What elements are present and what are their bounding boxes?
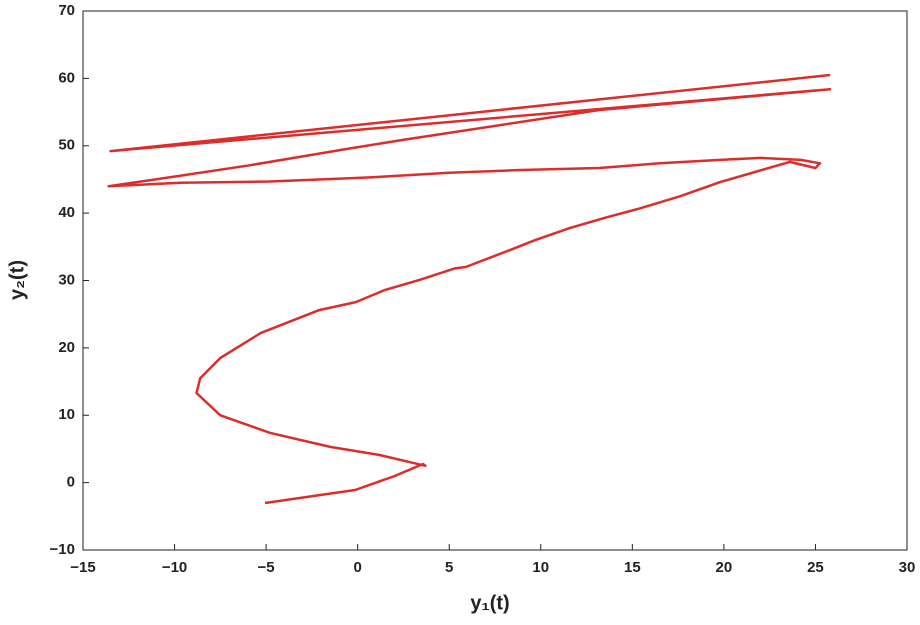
y-tick-label: 20 [58, 339, 75, 356]
x-tick-label: −15 [70, 559, 95, 576]
x-tick-label: 15 [624, 559, 641, 576]
y-tick-label: 60 [58, 69, 75, 86]
y-tick-label: −10 [50, 541, 75, 558]
data-line [107, 73, 832, 505]
y-tick-label: 10 [58, 406, 75, 423]
y-tick-label: 70 [58, 2, 75, 19]
x-tick-label: 25 [807, 559, 824, 576]
x-tick-label: 5 [445, 559, 453, 576]
x-tick-label: 10 [532, 559, 549, 576]
y-tick-label: 30 [58, 271, 75, 288]
x-tick-label: −10 [162, 559, 187, 576]
x-tick-label: 30 [899, 559, 916, 576]
y-tick-label: 40 [58, 204, 75, 221]
x-axis-label: y₁(t) [470, 592, 509, 614]
y-tick-label: 0 [67, 474, 75, 491]
y-tick-label: 50 [58, 137, 75, 154]
x-tick-label: −5 [258, 559, 275, 576]
x-tick-label: 0 [353, 559, 361, 576]
x-tick-label: 20 [716, 559, 733, 576]
plot-frame [82, 10, 908, 551]
y-axis-label: y₂(t) [6, 260, 28, 300]
